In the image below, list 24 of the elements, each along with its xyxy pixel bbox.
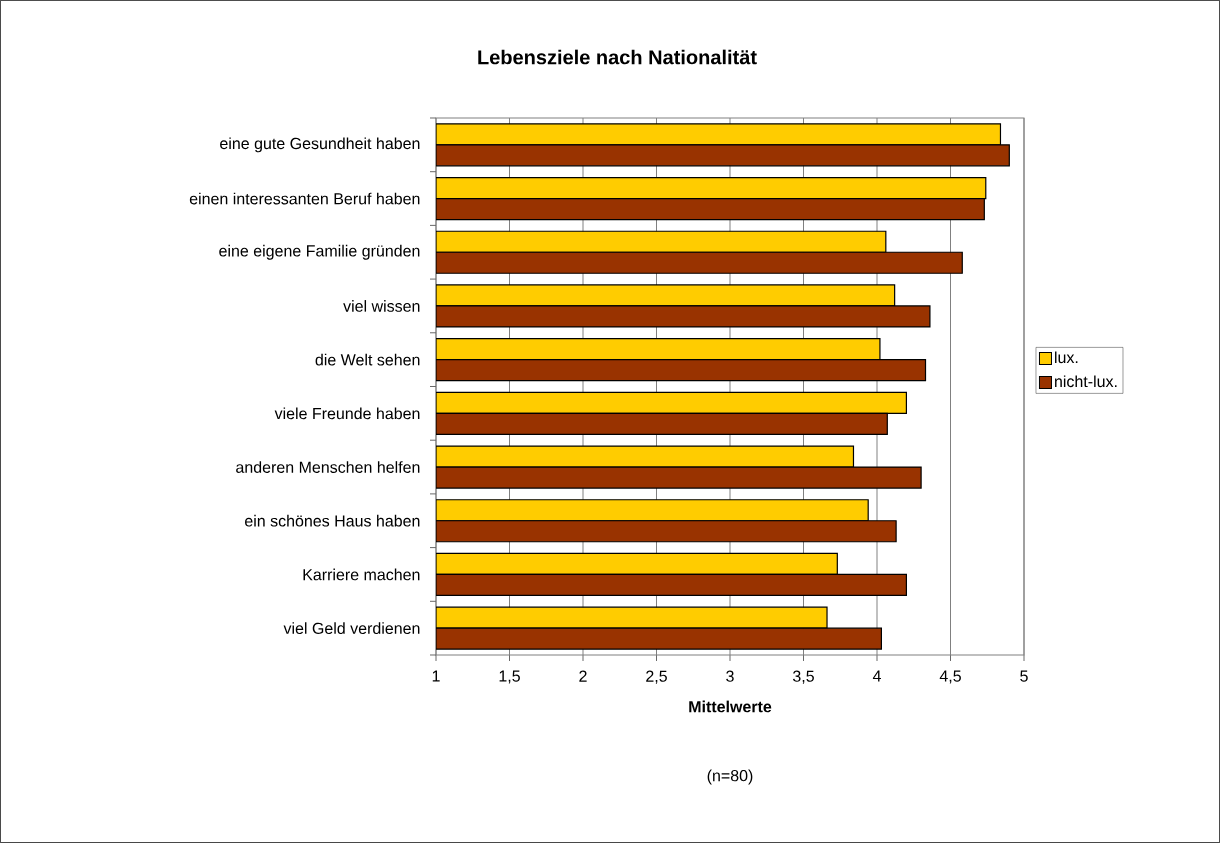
y-tick-label: eine eigene Familie gründen [219,244,420,260]
y-tick-label: viele Freunde haben [274,407,420,420]
y-tick-label: eine gute Gesundheit haben [220,137,420,153]
x-tick-label: 3,5 [793,670,814,684]
x-tick-label: 3 [726,670,734,682]
y-tick-label: Karriere machen [303,568,420,581]
y-tick-label: viel wissen [343,300,420,312]
x-tick-label: 4,5 [939,670,961,684]
x-tick-label: 5 [1020,670,1028,682]
y-tick-label: viel Geld verdienen [283,622,420,635]
x-tick-label: 1 [432,670,440,682]
x-axis-title: Mittelwerte [689,700,772,713]
legend-label: lux. [1055,351,1078,364]
y-tick-label: die Welt sehen [315,353,420,366]
x-tick-label: 2 [579,670,587,682]
x-tick-label: 2,5 [646,670,667,684]
legend-label: nicht-lux. [1055,375,1117,388]
y-tick-label: anderen Menschen helfen [236,461,420,473]
y-tick-label: ein schönes Haus haben [245,514,420,527]
x-tick-label: 1,5 [499,670,520,684]
chart-title: Lebensziele nach Nationalität [478,49,757,65]
x-tick-label: 4 [872,670,881,682]
text: (n=80) [707,769,753,785]
y-tick-label: einen interessanten Beruf haben [189,192,420,205]
